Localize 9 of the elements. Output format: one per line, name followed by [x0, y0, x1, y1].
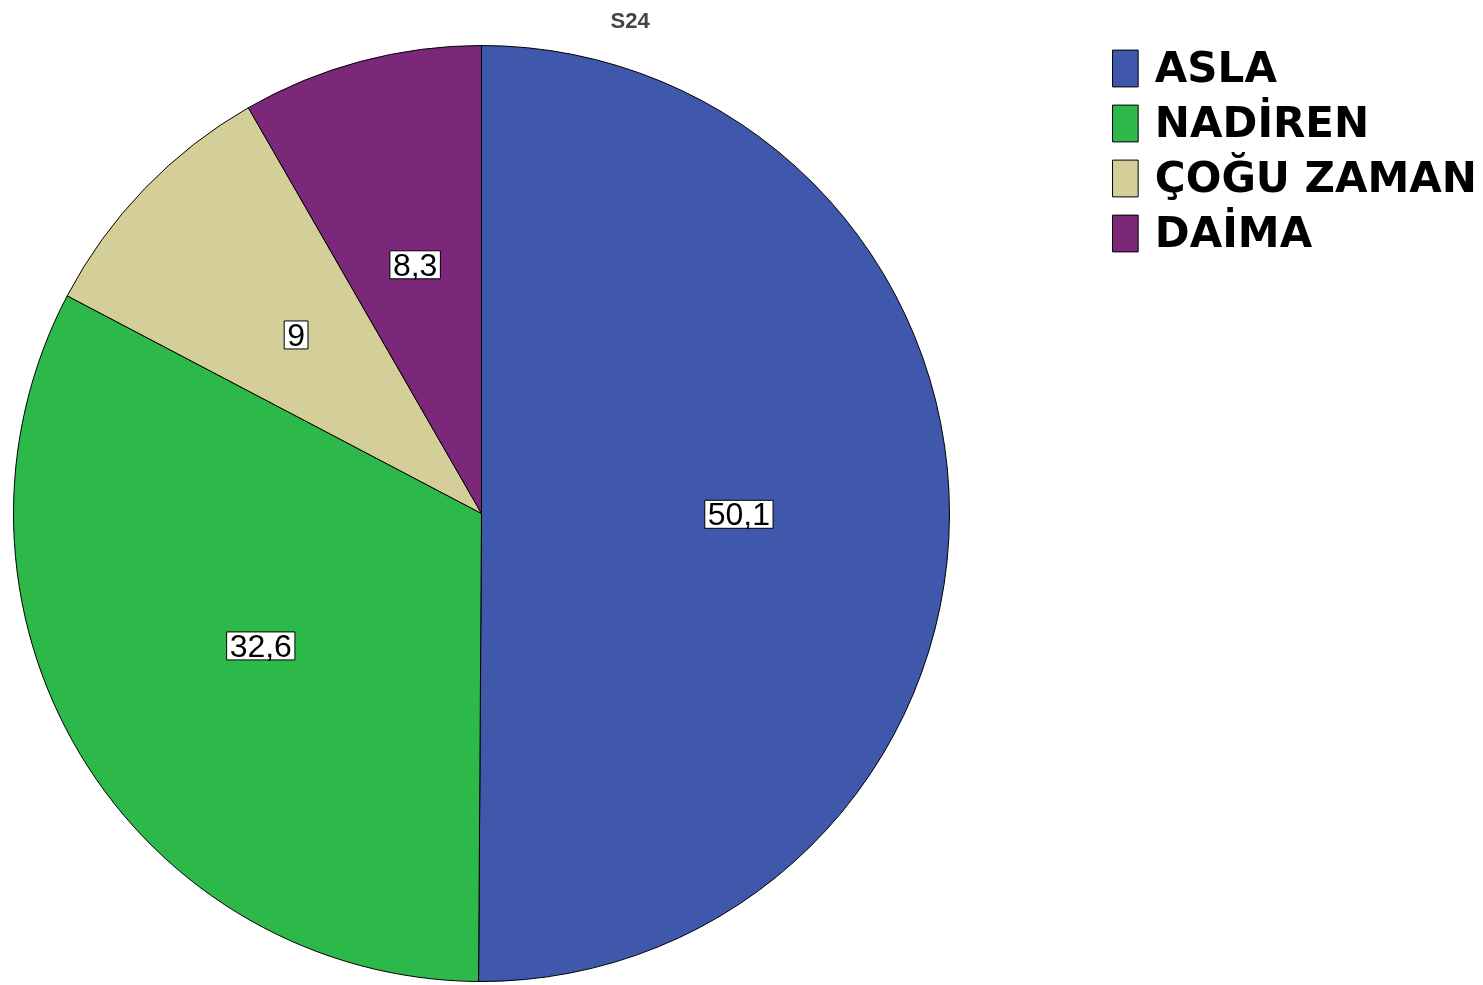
- legend-label: NADİREN: [1154, 98, 1370, 147]
- data-label: 9: [287, 316, 305, 353]
- legend-label: ASLA: [1154, 43, 1277, 92]
- data-label: 8,3: [392, 246, 438, 283]
- data-label: 32,6: [229, 627, 292, 664]
- legend-label: DAİMA: [1154, 208, 1313, 257]
- legend-label: ÇOĞU ZAMAN: [1154, 153, 1477, 202]
- chart-title: S24: [610, 7, 651, 33]
- data-label: 50,1: [707, 496, 771, 533]
